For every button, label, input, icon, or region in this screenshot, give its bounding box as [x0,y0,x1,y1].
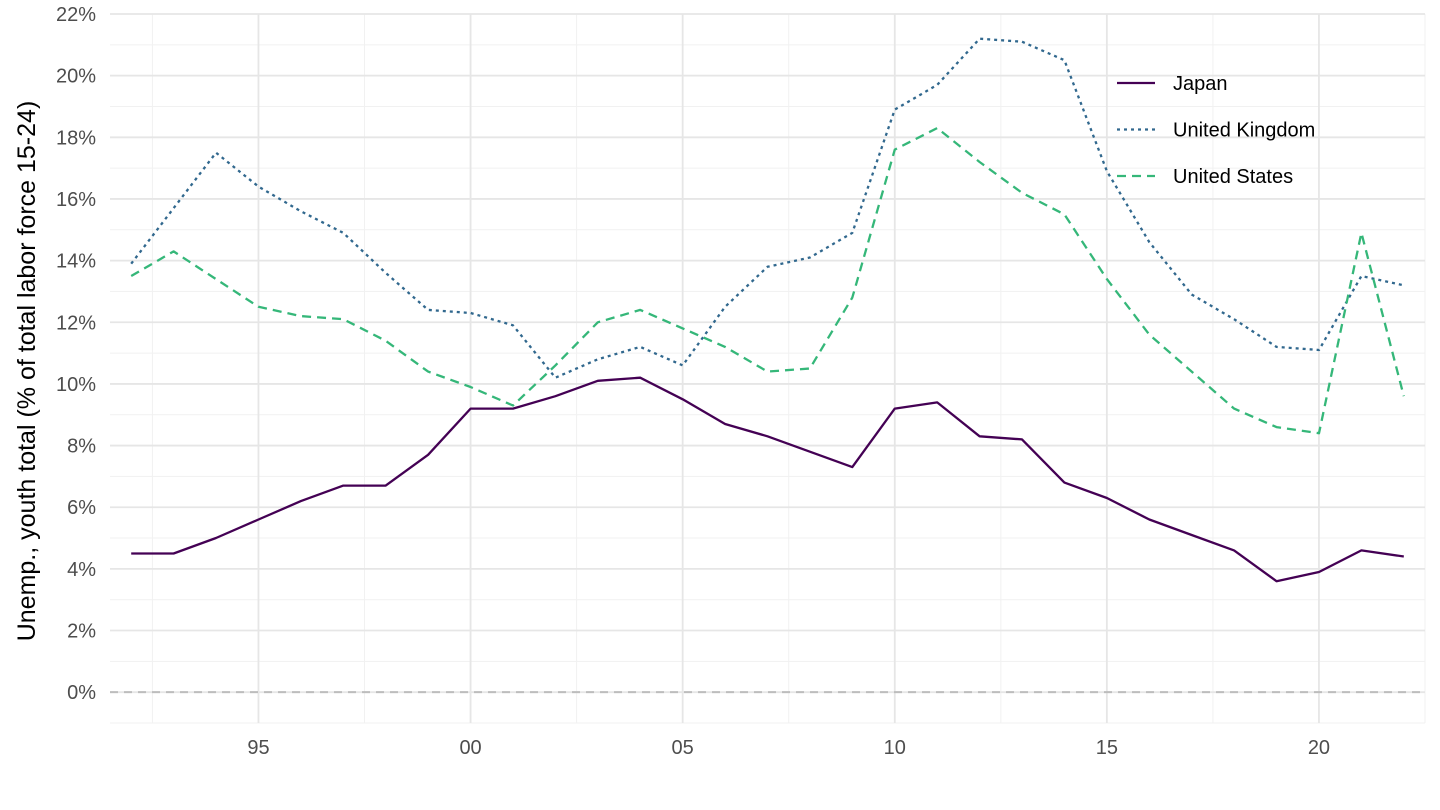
legend-item-united-states[interactable]: United States [1117,166,1293,188]
y-tick-label: 10% [56,374,96,396]
y-tick-label: 8% [67,436,96,458]
x-tick-label: 10 [884,737,906,759]
legend-label: United States [1173,166,1293,188]
x-axis-tick-labels: 95 00 05 10 15 20 [247,737,1330,759]
y-tick-label: 18% [56,127,96,149]
major-gridlines [110,13,1425,723]
x-tick-label: 20 [1308,737,1330,759]
legend-label: United Kingdom [1173,120,1315,142]
series-line-united-states [130,126,1405,435]
y-tick-label: 6% [67,497,96,519]
y-tick-label: 20% [56,66,96,88]
y-tick-label: 4% [67,559,96,581]
y-tick-label: 22% [56,4,96,26]
legend-item-japan[interactable]: Japan [1117,73,1228,95]
x-tick-label: 00 [459,737,481,759]
legend-label: Japan [1173,73,1228,95]
minor-gridlines [110,14,1426,724]
x-tick-label: 95 [247,737,269,759]
series-line-japan [131,376,1404,583]
series-lines [130,37,1405,583]
y-axis-tick-labels: 0% 2% 4% 6% 8% 10% 12% 14% 16% 18% 20% 22% [56,4,96,704]
y-tick-label: 12% [56,312,96,334]
y-tick-label: 0% [67,682,96,704]
x-tick-label: 05 [672,737,694,759]
y-tick-label: 14% [56,251,96,273]
y-axis-title: Unemp., youth total (% of total labor fo… [13,101,41,642]
y-tick-label: 2% [67,621,96,643]
legend-item-united-kingdom[interactable]: United Kingdom [1117,120,1315,142]
legend[interactable]: Japan United Kingdom United States [1117,73,1315,188]
y-tick-label: 16% [56,189,96,211]
x-tick-label: 15 [1096,737,1118,759]
series-line-united-kingdom [130,37,1405,379]
